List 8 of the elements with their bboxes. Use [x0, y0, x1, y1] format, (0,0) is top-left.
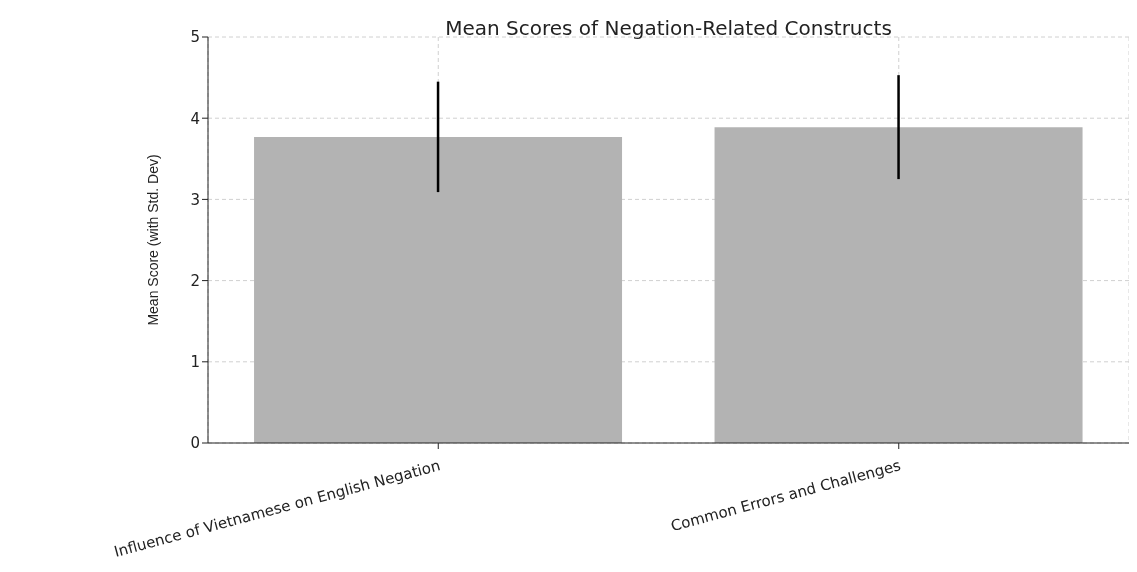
y-tick-label: 0 [190, 434, 200, 453]
y-tick-label: 3 [190, 190, 200, 209]
chart-title: Mean Scores of Negation-Related Constructs [444, 16, 893, 40]
y-tick-label: 4 [190, 109, 200, 128]
y-tick-label: 1 [190, 353, 200, 372]
y-tick-label: 2 [190, 271, 200, 290]
y-tick-label: 5 [190, 28, 200, 47]
y-axis-title: Mean Score (with Std. Dev) [144, 154, 161, 326]
